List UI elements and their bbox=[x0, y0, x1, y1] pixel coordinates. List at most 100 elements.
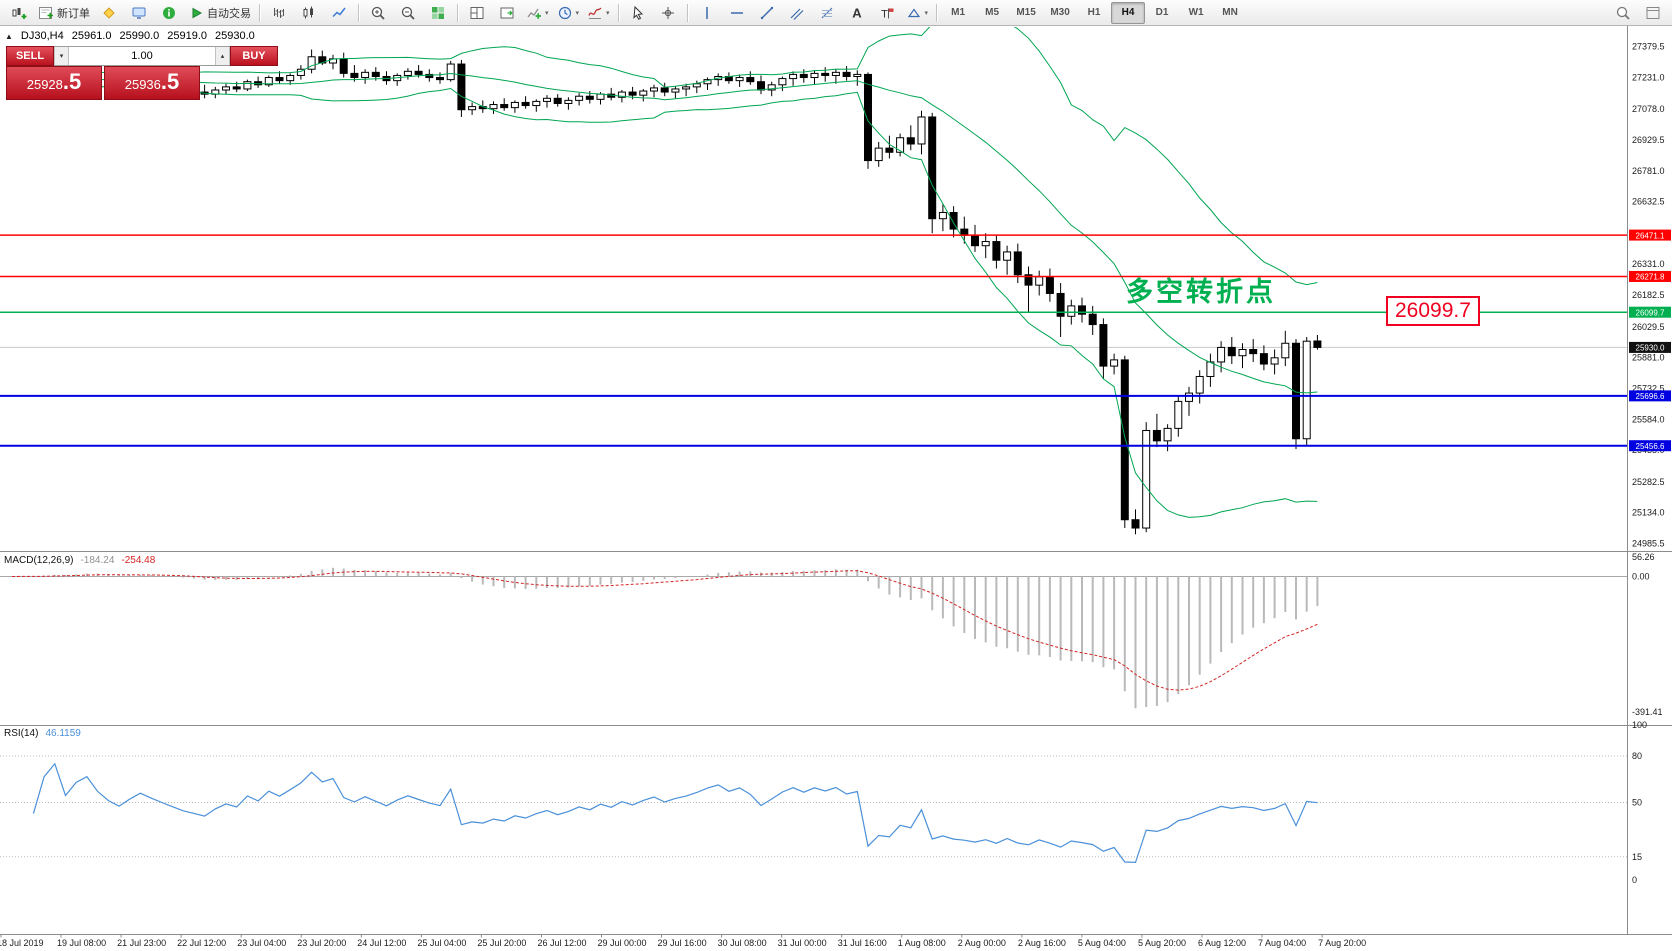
timeframe-h1-button[interactable]: H1 bbox=[1087, 7, 1101, 18]
price-axis-label: 27231.0 bbox=[1632, 72, 1665, 82]
candlestick-button[interactable] bbox=[294, 2, 324, 24]
timeframe-m15-button[interactable]: M15 bbox=[1016, 7, 1036, 18]
fibonacci-button[interactable] bbox=[812, 2, 842, 24]
time-axis-label: 31 Jul 16:00 bbox=[838, 938, 887, 948]
volume-input[interactable] bbox=[69, 47, 215, 65]
indicators-button[interactable]: ▾ bbox=[583, 2, 614, 24]
metaquotes-button[interactable] bbox=[94, 2, 124, 24]
macd-pane bbox=[0, 567, 1628, 709]
toolbar-separator bbox=[457, 3, 458, 22]
price-axis-label: 26029.5 bbox=[1632, 322, 1665, 332]
shapes-button[interactable]: ▾ bbox=[902, 2, 933, 24]
play-icon bbox=[192, 7, 203, 18]
tile-windows-button[interactable] bbox=[423, 2, 453, 24]
time-axis-label: 22 Jul 12:00 bbox=[177, 938, 226, 948]
candle-plus-icon bbox=[12, 7, 27, 19]
macd-axis-label: 0.00 bbox=[1632, 572, 1650, 582]
sell-button[interactable]: SELL bbox=[6, 46, 54, 66]
period-menu-button[interactable]: ▾ bbox=[553, 2, 584, 24]
ohlc-low: 25919.0 bbox=[167, 30, 208, 42]
timeframe-mn-button[interactable]: MN bbox=[1222, 7, 1238, 18]
time-axis-label: 5 Aug 04:00 bbox=[1078, 938, 1126, 948]
time-axis-label: 5 Aug 20:00 bbox=[1138, 938, 1186, 948]
fibo-icon bbox=[821, 7, 832, 18]
text-a-icon: A bbox=[852, 5, 862, 20]
timeframe-m1-button[interactable]: M1 bbox=[951, 7, 966, 18]
volume-up-button[interactable]: ▴ bbox=[215, 47, 230, 65]
bar-chart-button[interactable] bbox=[264, 2, 294, 24]
timeframe-m30-button[interactable]: M30 bbox=[1050, 7, 1070, 18]
ohlc-high: 25990.0 bbox=[119, 30, 160, 42]
vertical-line-button[interactable] bbox=[692, 2, 722, 24]
timeframe-d1-button[interactable]: D1 bbox=[1155, 7, 1169, 18]
buy-price-main: 25936 bbox=[124, 77, 161, 92]
label-button[interactable]: T bbox=[872, 2, 902, 24]
one-click-collapse-icon[interactable]: ▲ bbox=[5, 31, 13, 41]
zoom-in-icon bbox=[371, 6, 385, 20]
candlestick-series bbox=[8, 49, 1322, 535]
zoom-out-button[interactable] bbox=[393, 2, 423, 24]
time-axis-label: 7 Aug 04:00 bbox=[1258, 938, 1306, 948]
timeframe-m5-button[interactable]: M5 bbox=[985, 7, 1000, 18]
channel-icon bbox=[790, 8, 803, 20]
macd-pane-label: MACD(12,26,9) -184.24 -254.48 bbox=[4, 555, 155, 566]
timeframe-w1-button[interactable]: W1 bbox=[1188, 7, 1204, 18]
line-chart-button[interactable] bbox=[324, 2, 354, 24]
channel-button[interactable] bbox=[782, 2, 812, 24]
new-order-button[interactable]: 新订单 bbox=[34, 2, 94, 24]
svg-text:T: T bbox=[881, 8, 888, 20]
auto-scroll-button[interactable] bbox=[492, 2, 522, 24]
buy-price-button[interactable]: 25936.5 bbox=[104, 66, 200, 100]
bollinger-upper[interactable] bbox=[54, 11, 1318, 286]
label-t-icon: T bbox=[881, 8, 894, 20]
timeframe-h4-button[interactable]: H4 bbox=[1111, 1, 1146, 24]
price-axis[interactable]: 27379.5 27231.0 27078.0 26929.5 26781.0 26632… bbox=[1632, 42, 1665, 886]
volume-down-button[interactable]: ▾ bbox=[54, 47, 69, 65]
new-chart-button[interactable] bbox=[4, 2, 34, 24]
cursor-button[interactable] bbox=[623, 2, 653, 24]
charts-window-button[interactable] bbox=[124, 2, 154, 24]
axis-price-tag-text: 26099.7 bbox=[1636, 308, 1665, 317]
time-axis-label: 23 Jul 04:00 bbox=[237, 938, 286, 948]
price-axis-label: 24985.5 bbox=[1632, 539, 1665, 549]
arrange-windows-button[interactable] bbox=[462, 2, 492, 24]
clock-icon bbox=[558, 6, 571, 19]
bollinger-lower[interactable] bbox=[54, 86, 1318, 518]
crosshair-button[interactable] bbox=[653, 2, 683, 24]
bollinger-middle[interactable] bbox=[54, 72, 1318, 394]
time-axis-label: 25 Jul 04:00 bbox=[417, 938, 466, 948]
text-button[interactable]: A bbox=[842, 2, 872, 24]
price-axis-label: 25584.0 bbox=[1632, 414, 1665, 424]
price-axis-label: 25282.5 bbox=[1632, 477, 1665, 487]
sell-price-main: 25928 bbox=[26, 77, 63, 92]
rsi-axis-label: 80 bbox=[1632, 751, 1642, 761]
time-axis-label: 30 Jul 08:00 bbox=[718, 938, 767, 948]
ohlc-close: 25930.0 bbox=[215, 30, 255, 42]
zoom-in-button[interactable] bbox=[363, 2, 393, 24]
sell-price-button[interactable]: 25928.5 bbox=[6, 66, 102, 100]
add-chart-button[interactable]: ▾ bbox=[522, 2, 553, 24]
price-axis-label: 26929.5 bbox=[1632, 135, 1665, 145]
window-list-button[interactable] bbox=[1638, 2, 1668, 24]
toolbar-separator bbox=[936, 3, 938, 22]
search-button[interactable] bbox=[1608, 2, 1638, 24]
symbol-name: DJ30,H4 bbox=[20, 30, 64, 42]
trendline-button[interactable] bbox=[752, 2, 782, 24]
macd-name: MACD(12,26,9) bbox=[4, 555, 74, 566]
macd-axis-label: -391.41 bbox=[1632, 707, 1663, 717]
monitor-icon bbox=[132, 7, 146, 19]
axis-price-tag-text: 26471.1 bbox=[1636, 231, 1665, 240]
axis-price-tag bbox=[1629, 341, 1671, 353]
price-axis-label: 27078.0 bbox=[1632, 104, 1665, 114]
macd-axis-label: 56.26 bbox=[1632, 552, 1655, 562]
time-axis-label: 2 Aug 16:00 bbox=[1018, 938, 1066, 948]
news-button[interactable] bbox=[154, 2, 184, 24]
buy-button[interactable]: BUY bbox=[230, 46, 278, 66]
autotrading-button-label: 自动交易 bbox=[207, 7, 251, 20]
time-axis[interactable]: 18 Jul 2019 19 Jul 08:00 21 Jul 23:00 22 Ju… bbox=[0, 934, 1366, 949]
axis-price-tag bbox=[1629, 306, 1671, 318]
autotrading-button[interactable]: 自动交易 bbox=[184, 2, 255, 24]
time-axis-label: 25 Jul 20:00 bbox=[477, 938, 526, 948]
horizontal-line-button[interactable] bbox=[722, 2, 752, 24]
